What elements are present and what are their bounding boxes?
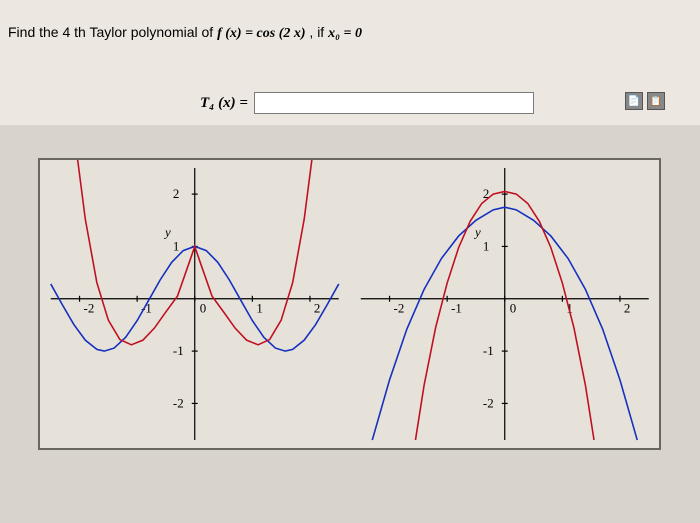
question-condition: x₀ = 0 [328, 26, 362, 41]
svg-text:1: 1 [482, 238, 488, 253]
svg-text:-2: -2 [482, 395, 493, 410]
question-prefix: Find the 4 th Taylor polynomial of [8, 24, 217, 40]
svg-text:-1: -1 [173, 343, 184, 358]
preview-icon[interactable]: 📄 [625, 92, 643, 110]
answer-row: T₄ (x) = [200, 92, 534, 114]
svg-text:1: 1 [256, 301, 262, 316]
svg-text:2: 2 [173, 186, 179, 201]
question-text: Find the 4 th Taylor polynomial of f (x)… [8, 24, 362, 42]
question-cond-prefix: , if [309, 24, 328, 40]
answer-label: T₄ (x) = [200, 95, 248, 112]
question-function: f (x) = cos (2 x) [217, 26, 305, 41]
answer-input[interactable] [254, 92, 534, 114]
svg-text:y: y [472, 225, 480, 240]
chart-left: -2-1012-2-112y [40, 160, 350, 448]
help-icon[interactable]: 📋 [647, 92, 665, 110]
svg-text:-2: -2 [393, 301, 404, 316]
charts-panel: -2-1012-2-112y -2-1012-2-112y [38, 158, 661, 450]
svg-text:1: 1 [173, 238, 179, 253]
svg-text:0: 0 [509, 301, 515, 316]
svg-text:y: y [163, 225, 171, 240]
svg-text:-2: -2 [84, 301, 95, 316]
svg-text:2: 2 [623, 301, 629, 316]
svg-text:-1: -1 [451, 301, 462, 316]
svg-text:-2: -2 [173, 395, 184, 410]
svg-text:-1: -1 [482, 343, 493, 358]
toolbar-icons: 📄 📋 [625, 92, 665, 110]
svg-text:2: 2 [314, 301, 320, 316]
chart-right: -2-1012-2-112y [350, 160, 660, 448]
svg-text:0: 0 [200, 301, 206, 316]
